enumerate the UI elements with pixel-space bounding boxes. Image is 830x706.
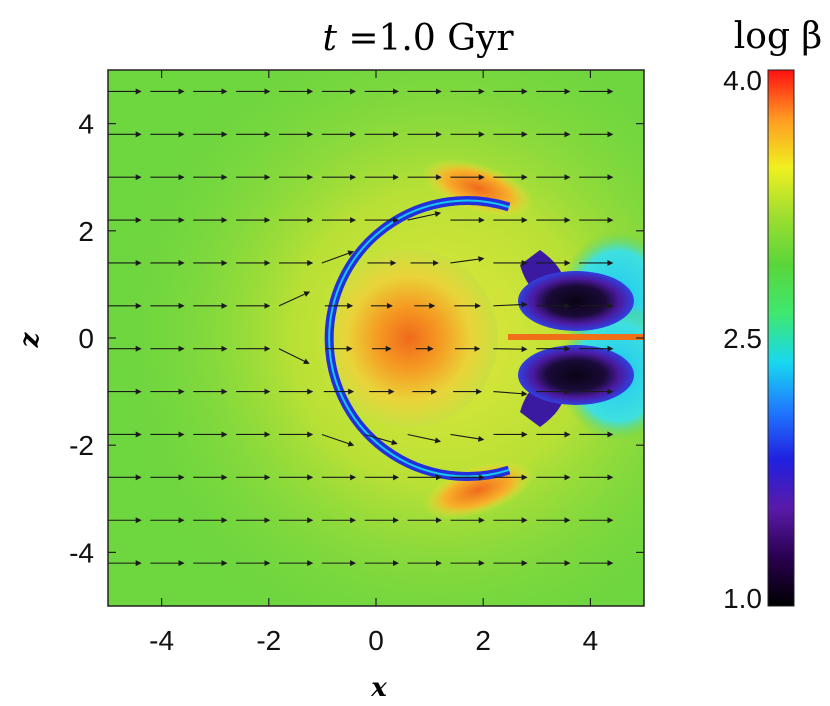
plot-area — [108, 70, 644, 606]
y-tick-label: 0 — [78, 323, 94, 354]
colorbar — [767, 69, 795, 607]
flow-arrow — [407, 433, 442, 444]
y-axis: 4 2 0 -2 -4 — [69, 109, 644, 568]
flow-arrow — [493, 346, 528, 353]
flow-arrow — [278, 348, 310, 364]
x-tick-label: 0 — [368, 625, 384, 656]
flow-arrow — [364, 433, 398, 446]
colorbar-tick-label: 4.0 — [723, 65, 762, 96]
wake-jet — [508, 334, 644, 340]
y-tick-label: 4 — [78, 109, 94, 140]
wake-vortex-upper — [518, 271, 634, 331]
x-axis: -4 -2 0 2 4 — [149, 70, 598, 656]
flow-arrow — [278, 291, 311, 307]
x-tick-label: 2 — [475, 625, 491, 656]
flow-arrow — [450, 433, 485, 442]
colorbar-ticks: 4.0 2.5 1.0 — [723, 65, 762, 614]
colorbar-label: log β — [734, 16, 823, 57]
flow-arrow — [493, 390, 528, 397]
title-variable: t — [322, 18, 337, 59]
bubble-core — [320, 249, 498, 427]
wake-vortex-lower — [518, 345, 634, 405]
flow-arrow — [407, 211, 442, 221]
y-tick-label: 2 — [78, 216, 94, 247]
x-axis-label: x — [370, 673, 387, 703]
flow-arrow — [450, 256, 485, 264]
y-tick-label: -4 — [69, 537, 94, 568]
colorbar-tick-label: 1.0 — [723, 583, 762, 614]
title-text: =1.0 Gyr — [337, 18, 514, 59]
x-tick-label: -2 — [256, 625, 281, 656]
y-axis-label: z — [15, 331, 45, 348]
y-tick-label: -2 — [69, 430, 94, 461]
x-tick-label: 4 — [583, 625, 599, 656]
colorbar-tick-label: 2.5 — [723, 323, 762, 354]
x-tick-label: -4 — [149, 625, 174, 656]
flow-arrow — [321, 433, 355, 447]
chart-title: t =1.0 Gyr — [322, 18, 514, 59]
vector-field — [108, 88, 614, 567]
bubble-shell-inner — [328, 199, 510, 478]
flow-arrow — [493, 301, 528, 308]
flow-arrow — [321, 250, 355, 264]
